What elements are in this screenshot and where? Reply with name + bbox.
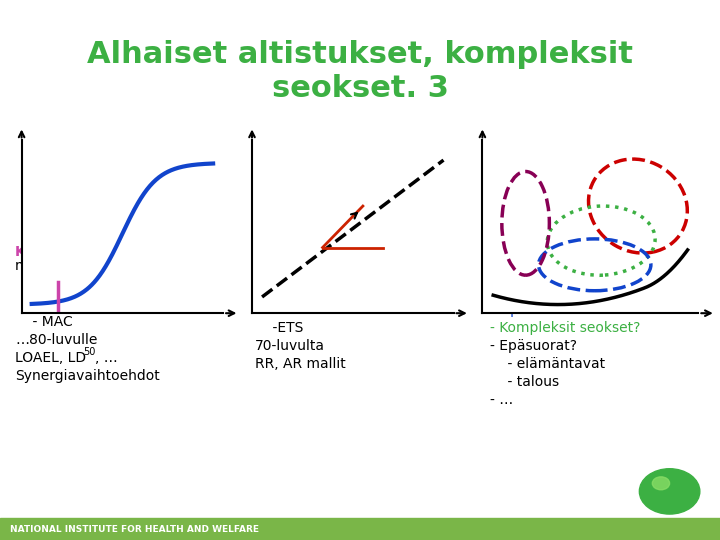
Text: - Yliannosvaikutukset: - Yliannosvaikutukset <box>490 285 638 299</box>
Text: - MAC: - MAC <box>15 315 73 329</box>
Text: Kynnysarvo: Kynnysarvo <box>15 245 106 259</box>
Text: LOAEL, LD: LOAEL, LD <box>15 351 86 365</box>
Text: Hormesis?!: Hormesis?! <box>490 245 572 260</box>
Text: -Bentseeni: -Bentseeni <box>255 285 346 299</box>
Text: Alhaiset altistukset, kompleksit
seokset. 3: Alhaiset altistukset, kompleksit seokset… <box>87 40 633 103</box>
Text: RR, AR mallit: RR, AR mallit <box>255 357 346 371</box>
Text: -Säteily: -Säteily <box>255 267 325 281</box>
Text: -PM: -PM <box>255 303 302 317</box>
Text: - …: - … <box>490 393 513 407</box>
Bar <box>0 518 720 540</box>
Text: - HTP: - HTP <box>15 297 69 311</box>
Text: - TLV: - TLV <box>15 279 66 293</box>
Text: - elämäntavat: - elämäntavat <box>490 357 605 371</box>
Text: 50: 50 <box>83 347 95 357</box>
Text: 2.5: 2.5 <box>310 299 325 309</box>
Text: - Puutosvaikutukset: - Puutosvaikutukset <box>490 267 626 281</box>
Text: -sigmoid-: -sigmoid- <box>78 245 143 259</box>
Text: - Epäsuorat?: - Epäsuorat? <box>490 339 577 353</box>
Text: malli:: malli: <box>15 259 53 273</box>
Text: -ETS: -ETS <box>255 321 303 335</box>
Text: Synergiavaihtoehdot: Synergiavaihtoehdot <box>15 369 160 383</box>
Text: , …: , … <box>95 351 118 365</box>
Text: - talous: - talous <box>490 375 559 389</box>
Text: NATIONAL INSTITUTE FOR HEALTH AND WELFARE: NATIONAL INSTITUTE FOR HEALTH AND WELFAR… <box>10 524 259 534</box>
Circle shape <box>652 477 670 490</box>
Text: …80-luvulle: …80-luvulle <box>15 333 97 347</box>
Text: - Optimialue: - Optimialue <box>490 303 575 317</box>
Circle shape <box>639 469 700 514</box>
Text: B-coefficient: B-coefficient <box>255 245 360 260</box>
Text: 70-luvulta: 70-luvulta <box>255 339 325 353</box>
Text: - Kompleksit seokset?: - Kompleksit seokset? <box>490 321 640 335</box>
